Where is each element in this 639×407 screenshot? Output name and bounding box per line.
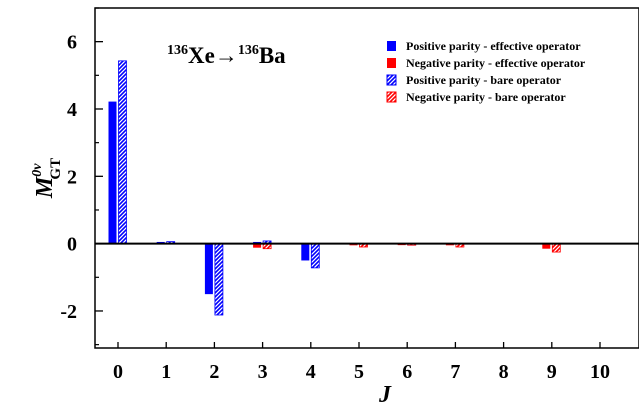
- x-tick-label: 8: [499, 361, 509, 383]
- legend-label-positive-bare: Positive parity - bare operator: [406, 73, 562, 87]
- x-tick-label: 7: [450, 361, 460, 383]
- x-tick-label: 6: [402, 361, 412, 383]
- x-tick-label: 1: [161, 361, 171, 383]
- bar-positive-effective-j0: [108, 101, 117, 244]
- legend-swatch-negative-bare: [386, 91, 397, 103]
- bar-positive-effective-j4: [301, 243, 310, 261]
- y-axis-ticks: -2 0 2 4 6: [60, 7, 103, 346]
- x-axis-ticks: 0 1 2 3 4 5 6 7 8 9 10: [113, 342, 610, 383]
- legend-swatch-positive-bare: [386, 74, 397, 86]
- x-tick-label: 5: [354, 361, 364, 383]
- chart-title: 136Xe→136Ba: [167, 43, 286, 68]
- y-tick-label: -2: [60, 301, 77, 323]
- y-tick-label: 2: [67, 166, 77, 188]
- bar-negative-bare-j9: [551, 243, 561, 253]
- bar-positive-bare-j2: [214, 243, 224, 316]
- x-tick-label: 3: [258, 361, 268, 383]
- y-tick-label: 4: [67, 99, 77, 121]
- x-tick-label: 0: [113, 361, 123, 383]
- bars: [108, 60, 561, 316]
- bar-positive-bare-j4: [310, 243, 320, 269]
- legend-swatch-negative-effective: [387, 58, 396, 68]
- y-axis-label: M0ν GT: [30, 158, 64, 199]
- x-tick-label: 2: [209, 361, 219, 383]
- bar-positive-bare-j0: [118, 60, 127, 245]
- bar-negative-effective-j9: [542, 243, 551, 249]
- legend-label-negative-bare: Negative parity - bare operator: [406, 90, 566, 104]
- x-tick-label: 4: [306, 361, 316, 383]
- legend-swatch-positive-effective: [387, 41, 396, 51]
- y-tick-label: 6: [67, 32, 77, 54]
- plot-frame: [94, 7, 639, 349]
- x-tick-label: 9: [547, 361, 557, 383]
- legend-label-positive-effective: Positive parity - effective operator: [406, 39, 581, 53]
- y-tick-label: 0: [67, 234, 77, 256]
- x-axis-label: J: [378, 382, 392, 407]
- legend: Positive parity - effective operator Neg…: [386, 39, 586, 104]
- bar-positive-effective-j2: [204, 243, 213, 295]
- legend-label-negative-effective: Negative parity - effective operator: [406, 56, 586, 70]
- x-tick-label: 10: [590, 361, 610, 383]
- bar-negative-effective-j3: [253, 243, 262, 248]
